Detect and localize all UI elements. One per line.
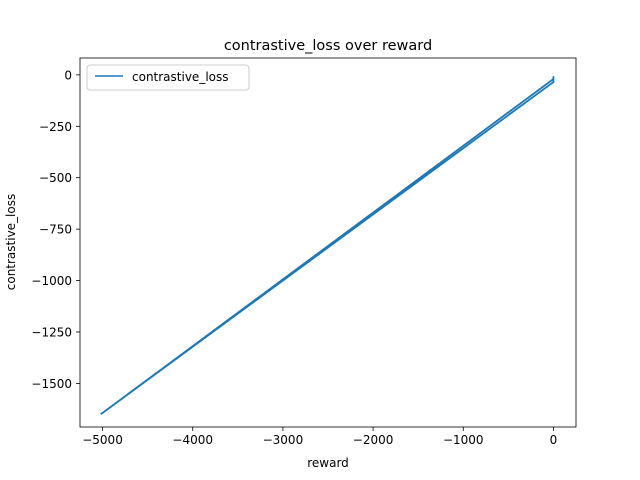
y-axis-label: contrastive_loss bbox=[4, 194, 18, 291]
series-layer bbox=[100, 76, 555, 415]
x-axis-ticks: −5000 −4000 −3000 −2000 −1000 0 bbox=[82, 427, 557, 447]
series-line-0 bbox=[100, 76, 555, 415]
x-tick-label: −2000 bbox=[353, 433, 394, 447]
legend: contrastive_loss bbox=[86, 64, 250, 91]
plot-area bbox=[79, 57, 577, 428]
legend-frame bbox=[86, 64, 250, 91]
plot-frame bbox=[79, 57, 577, 428]
chart-title: contrastive_loss over reward bbox=[224, 38, 432, 54]
x-tick-label: −5000 bbox=[82, 433, 123, 447]
x-tick-label: −1000 bbox=[443, 433, 484, 447]
x-tick-label: 0 bbox=[550, 433, 558, 447]
y-tick-label: −750 bbox=[39, 223, 72, 237]
y-tick-label: −250 bbox=[39, 120, 72, 134]
y-tick-label: −1500 bbox=[31, 377, 72, 391]
x-axis-label: reward bbox=[307, 456, 349, 470]
y-tick-label: −1000 bbox=[31, 274, 72, 288]
y-tick-label: −1250 bbox=[31, 325, 72, 339]
legend-label: contrastive_loss bbox=[132, 70, 229, 84]
y-tick-label: −500 bbox=[39, 171, 72, 185]
x-tick-label: −3000 bbox=[263, 433, 304, 447]
y-tick-label: 0 bbox=[64, 68, 72, 82]
x-tick-label: −4000 bbox=[172, 433, 213, 447]
y-axis-ticks: 0 −250 −500 −750 −1000 −1250 −1500 bbox=[31, 68, 80, 391]
